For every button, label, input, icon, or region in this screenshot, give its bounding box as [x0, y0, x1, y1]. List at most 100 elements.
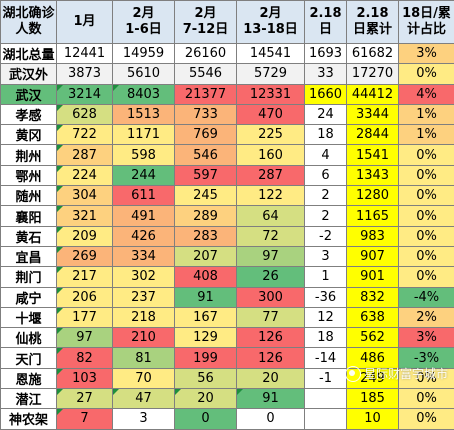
- row-label: 神农架: [1, 409, 57, 429]
- cell-2-18-day: -2: [305, 226, 347, 246]
- cell-jan: 82: [57, 348, 113, 368]
- cell-2-18-cumulative: 2844: [347, 125, 399, 145]
- cell-2-18-day: 12: [305, 307, 347, 327]
- cell-feb-7-12: 5546: [175, 64, 237, 84]
- cell-jan: 722: [57, 125, 113, 145]
- cell-share: 3%: [399, 328, 454, 348]
- cell-share: 1%: [399, 125, 454, 145]
- cell-feb-13-18: 122: [237, 186, 305, 206]
- cell-feb-7-12: 546: [175, 145, 237, 165]
- row-label: 恩施: [1, 368, 57, 388]
- cell-feb-13-18: 72: [237, 226, 305, 246]
- cell-feb-13-18: 160: [237, 145, 305, 165]
- header-2-18-day: 2.18 日: [305, 1, 347, 44]
- cell-share: -4%: [399, 287, 454, 307]
- header-jan: 1月: [57, 1, 113, 44]
- cell-2-18-cumulative: 562: [347, 328, 399, 348]
- cell-jan: 304: [57, 186, 113, 206]
- cell-feb-13-18: 64: [237, 206, 305, 226]
- cell-feb-1-6: 611: [113, 186, 175, 206]
- cell-feb-13-18: 14541: [237, 44, 305, 64]
- cell-feb-1-6: 1171: [113, 125, 175, 145]
- cell-feb-13-18: 5729: [237, 64, 305, 84]
- cell-feb-7-12: 289: [175, 206, 237, 226]
- cell-jan: 269: [57, 246, 113, 266]
- header-feb-1-6: 2月 1-6日: [113, 1, 175, 44]
- header-region: 湖北确诊人数: [1, 1, 57, 44]
- header-2-18-cumulative: 2.18 日累计: [347, 1, 399, 44]
- cell-share: 0%: [399, 145, 454, 165]
- cell-feb-7-12: 408: [175, 267, 237, 287]
- cell-feb-13-18: 287: [237, 165, 305, 185]
- row-label: 武汉外: [1, 64, 57, 84]
- cell-feb-1-6: 70: [113, 368, 175, 388]
- row-label: 武汉: [1, 84, 57, 104]
- row-label: 孝感: [1, 104, 57, 124]
- cell-share: 1%: [399, 104, 454, 124]
- cell-feb-13-18: 77: [237, 307, 305, 327]
- cell-2-18-cumulative: 3344: [347, 104, 399, 124]
- cell-feb-13-18: 300: [237, 287, 305, 307]
- cell-2-18-day: 18: [305, 125, 347, 145]
- cell-jan: 97: [57, 328, 113, 348]
- cell-2-18-day: 3: [305, 246, 347, 266]
- cell-feb-7-12: 56: [175, 368, 237, 388]
- cell-2-18-cumulative: 1165: [347, 206, 399, 226]
- cell-share: 0%: [399, 165, 454, 185]
- cell-2-18-cumulative: 983: [347, 226, 399, 246]
- cell-feb-7-12: 129: [175, 328, 237, 348]
- cell-feb-7-12: 199: [175, 348, 237, 368]
- cell-share: 4%: [399, 84, 454, 104]
- header-feb-13-18: 2月 13-18日: [237, 1, 305, 44]
- row-label: 黄石: [1, 226, 57, 246]
- cell-feb-1-6: 14959: [113, 44, 175, 64]
- cell-jan: 321: [57, 206, 113, 226]
- cell-feb-7-12: 167: [175, 307, 237, 327]
- cell-feb-7-12: 91: [175, 287, 237, 307]
- cell-feb-7-12: 0: [175, 409, 237, 429]
- row-label: 湖北总量: [1, 44, 57, 64]
- cell-feb-1-6: 8403: [113, 84, 175, 104]
- cell-feb-7-12: 26160: [175, 44, 237, 64]
- cell-feb-1-6: 5610: [113, 64, 175, 84]
- cell-feb-7-12: 21377: [175, 84, 237, 104]
- cell-jan: 12441: [57, 44, 113, 64]
- row-label: 天门: [1, 348, 57, 368]
- cell-jan: 103: [57, 368, 113, 388]
- cell-2-18-cumulative: 901: [347, 267, 399, 287]
- cell-2-18-day: 18: [305, 328, 347, 348]
- cell-2-18-cumulative: 832: [347, 287, 399, 307]
- cell-feb-13-18: 470: [237, 104, 305, 124]
- row-label: 宜昌: [1, 246, 57, 266]
- cell-2-18-day: 6: [305, 165, 347, 185]
- cell-2-18-cumulative: 61682: [347, 44, 399, 64]
- header-feb-7-12: 2月 7-12日: [175, 1, 237, 44]
- cell-jan: 177: [57, 307, 113, 327]
- cell-feb-7-12: 597: [175, 165, 237, 185]
- cell-feb-1-6: 491: [113, 206, 175, 226]
- cell-feb-13-18: 225: [237, 125, 305, 145]
- cell-feb-13-18: 20: [237, 368, 305, 388]
- cell-2-18-cumulative: 907: [347, 246, 399, 266]
- cell-feb-1-6: 210: [113, 328, 175, 348]
- cell-2-18-day: -36: [305, 287, 347, 307]
- cell-share: 0%: [399, 246, 454, 266]
- cell-2-18-cumulative: 1343: [347, 165, 399, 185]
- cell-feb-7-12: 207: [175, 246, 237, 266]
- cell-2-18-cumulative: 44412: [347, 84, 399, 104]
- cell-share: 0%: [399, 206, 454, 226]
- row-label: 咸宁: [1, 287, 57, 307]
- cell-share: 0%: [399, 409, 454, 429]
- row-label: 荆州: [1, 145, 57, 165]
- cell-jan: 224: [57, 165, 113, 185]
